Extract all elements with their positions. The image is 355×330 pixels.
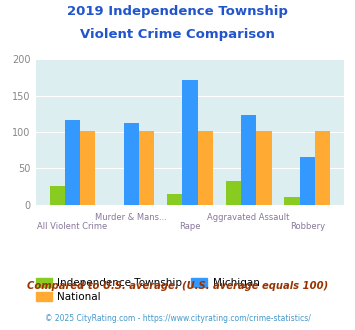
Text: Robbery: Robbery: [290, 222, 325, 231]
Bar: [124, 123, 139, 205]
Bar: [182, 80, 198, 205]
Bar: [226, 181, 241, 205]
Text: Violent Crime Comparison: Violent Crime Comparison: [80, 28, 275, 41]
Bar: [139, 131, 154, 205]
Text: © 2025 CityRating.com - https://www.cityrating.com/crime-statistics/: © 2025 CityRating.com - https://www.city…: [45, 314, 310, 323]
Bar: [167, 194, 182, 205]
Bar: [315, 131, 330, 205]
Bar: [241, 115, 256, 205]
Bar: [300, 157, 315, 205]
Bar: [256, 131, 272, 205]
Text: Compared to U.S. average. (U.S. average equals 100): Compared to U.S. average. (U.S. average …: [27, 281, 328, 291]
Bar: [80, 131, 95, 205]
Bar: [284, 197, 300, 205]
Bar: [198, 131, 213, 205]
Bar: [65, 120, 80, 205]
Text: 2019 Independence Township: 2019 Independence Township: [67, 5, 288, 18]
Text: Rape: Rape: [179, 222, 201, 231]
Bar: [50, 186, 65, 205]
Text: Aggravated Assault: Aggravated Assault: [207, 213, 290, 222]
Text: Murder & Mans...: Murder & Mans...: [95, 213, 167, 222]
Legend: Independence Township, National, Michigan: Independence Township, National, Michiga…: [32, 274, 264, 306]
Text: All Violent Crime: All Violent Crime: [37, 222, 108, 231]
